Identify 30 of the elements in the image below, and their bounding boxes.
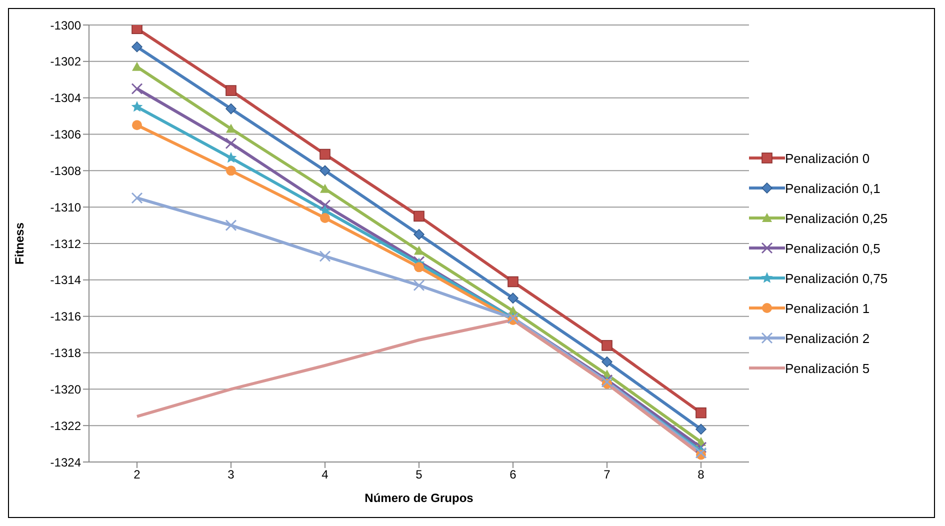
x-tick-label: 2	[134, 468, 141, 482]
legend-label: Penalización 1	[785, 300, 870, 316]
y-tick-label: -1314	[50, 273, 82, 288]
legend-label: Penalización 0,75	[785, 270, 888, 286]
legend-label: Penalización 0,25	[785, 210, 888, 226]
y-tick-label: -1302	[50, 54, 82, 69]
y-tick-label: -1304	[50, 91, 82, 106]
y-tick-label: -1320	[50, 382, 82, 396]
x-tick-label: 4	[322, 468, 329, 482]
legend-label: Penalización 0	[785, 150, 870, 166]
x-tick-label: 7	[604, 468, 611, 482]
y-tick-label: -1306	[50, 128, 82, 142]
legend-label: Penalización 0,5	[785, 240, 880, 256]
y-tick-label: -1324	[50, 455, 82, 470]
legend-label: Penalización 2	[785, 330, 870, 346]
y-tick-label: -1312	[50, 236, 82, 251]
y-tick-label: -1322	[50, 418, 82, 433]
x-tick-label: 6	[510, 468, 517, 482]
y-axis-title: Fitness	[12, 222, 26, 265]
y-tick-label: -1300	[50, 18, 82, 32]
y-tick-label: -1308	[50, 164, 82, 178]
y-tick-label: -1316	[50, 310, 82, 324]
legend-label: Penalización 5	[785, 360, 870, 376]
x-tick-label: 5	[416, 468, 423, 482]
x-axis-title: Número de Grupos	[364, 491, 474, 505]
y-tick-label: -1318	[50, 346, 82, 360]
y-tick-label: -1310	[50, 200, 82, 214]
legend-label: Penalización 0,1	[785, 180, 880, 196]
x-tick-label: 3	[228, 468, 235, 482]
x-tick-label: 8	[698, 468, 705, 482]
